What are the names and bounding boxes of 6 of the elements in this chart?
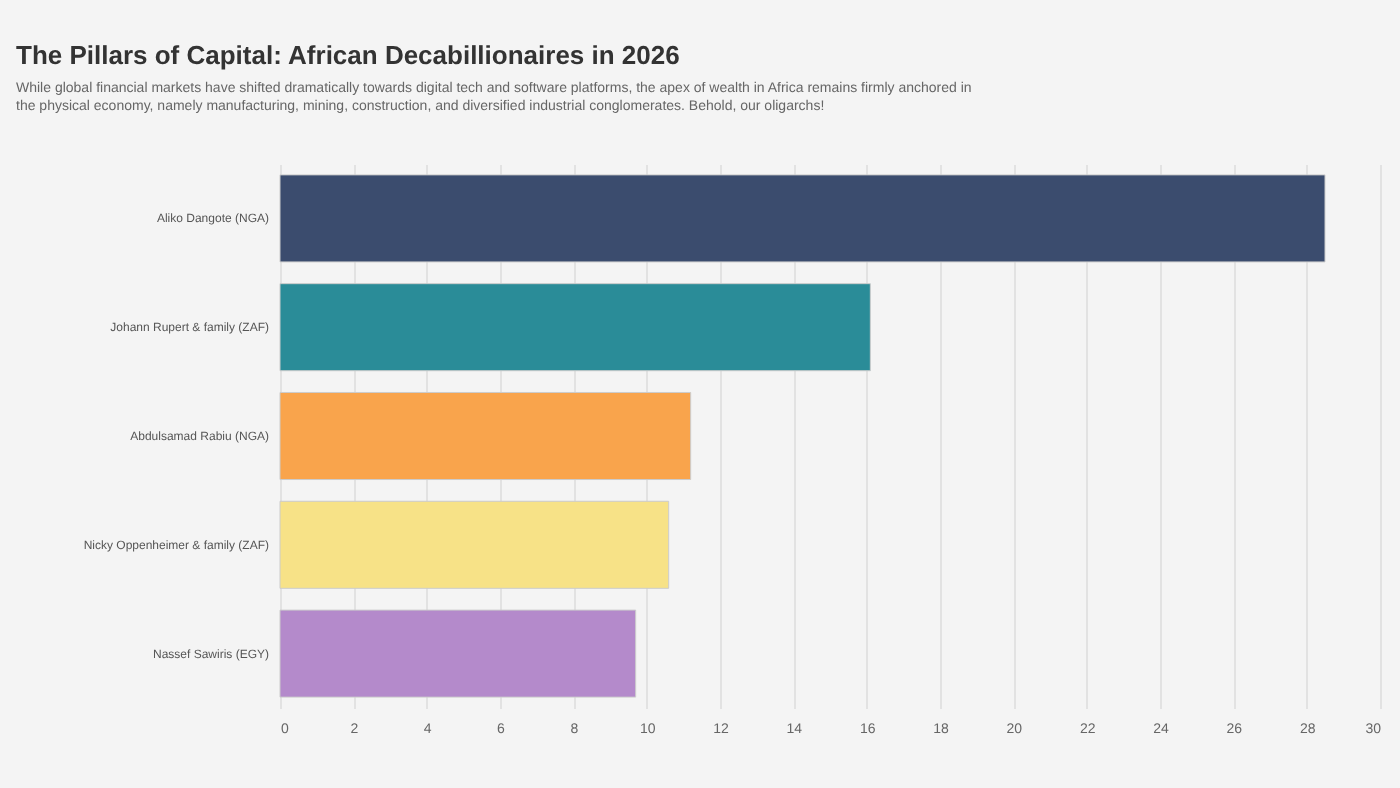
bar <box>279 391 692 481</box>
bar <box>279 283 871 372</box>
bar <box>279 500 670 589</box>
bar <box>279 174 1326 263</box>
chart-title: The Pillars of Capital: African Decabillionaires in 2026 <box>16 40 680 70</box>
bar <box>279 609 637 698</box>
